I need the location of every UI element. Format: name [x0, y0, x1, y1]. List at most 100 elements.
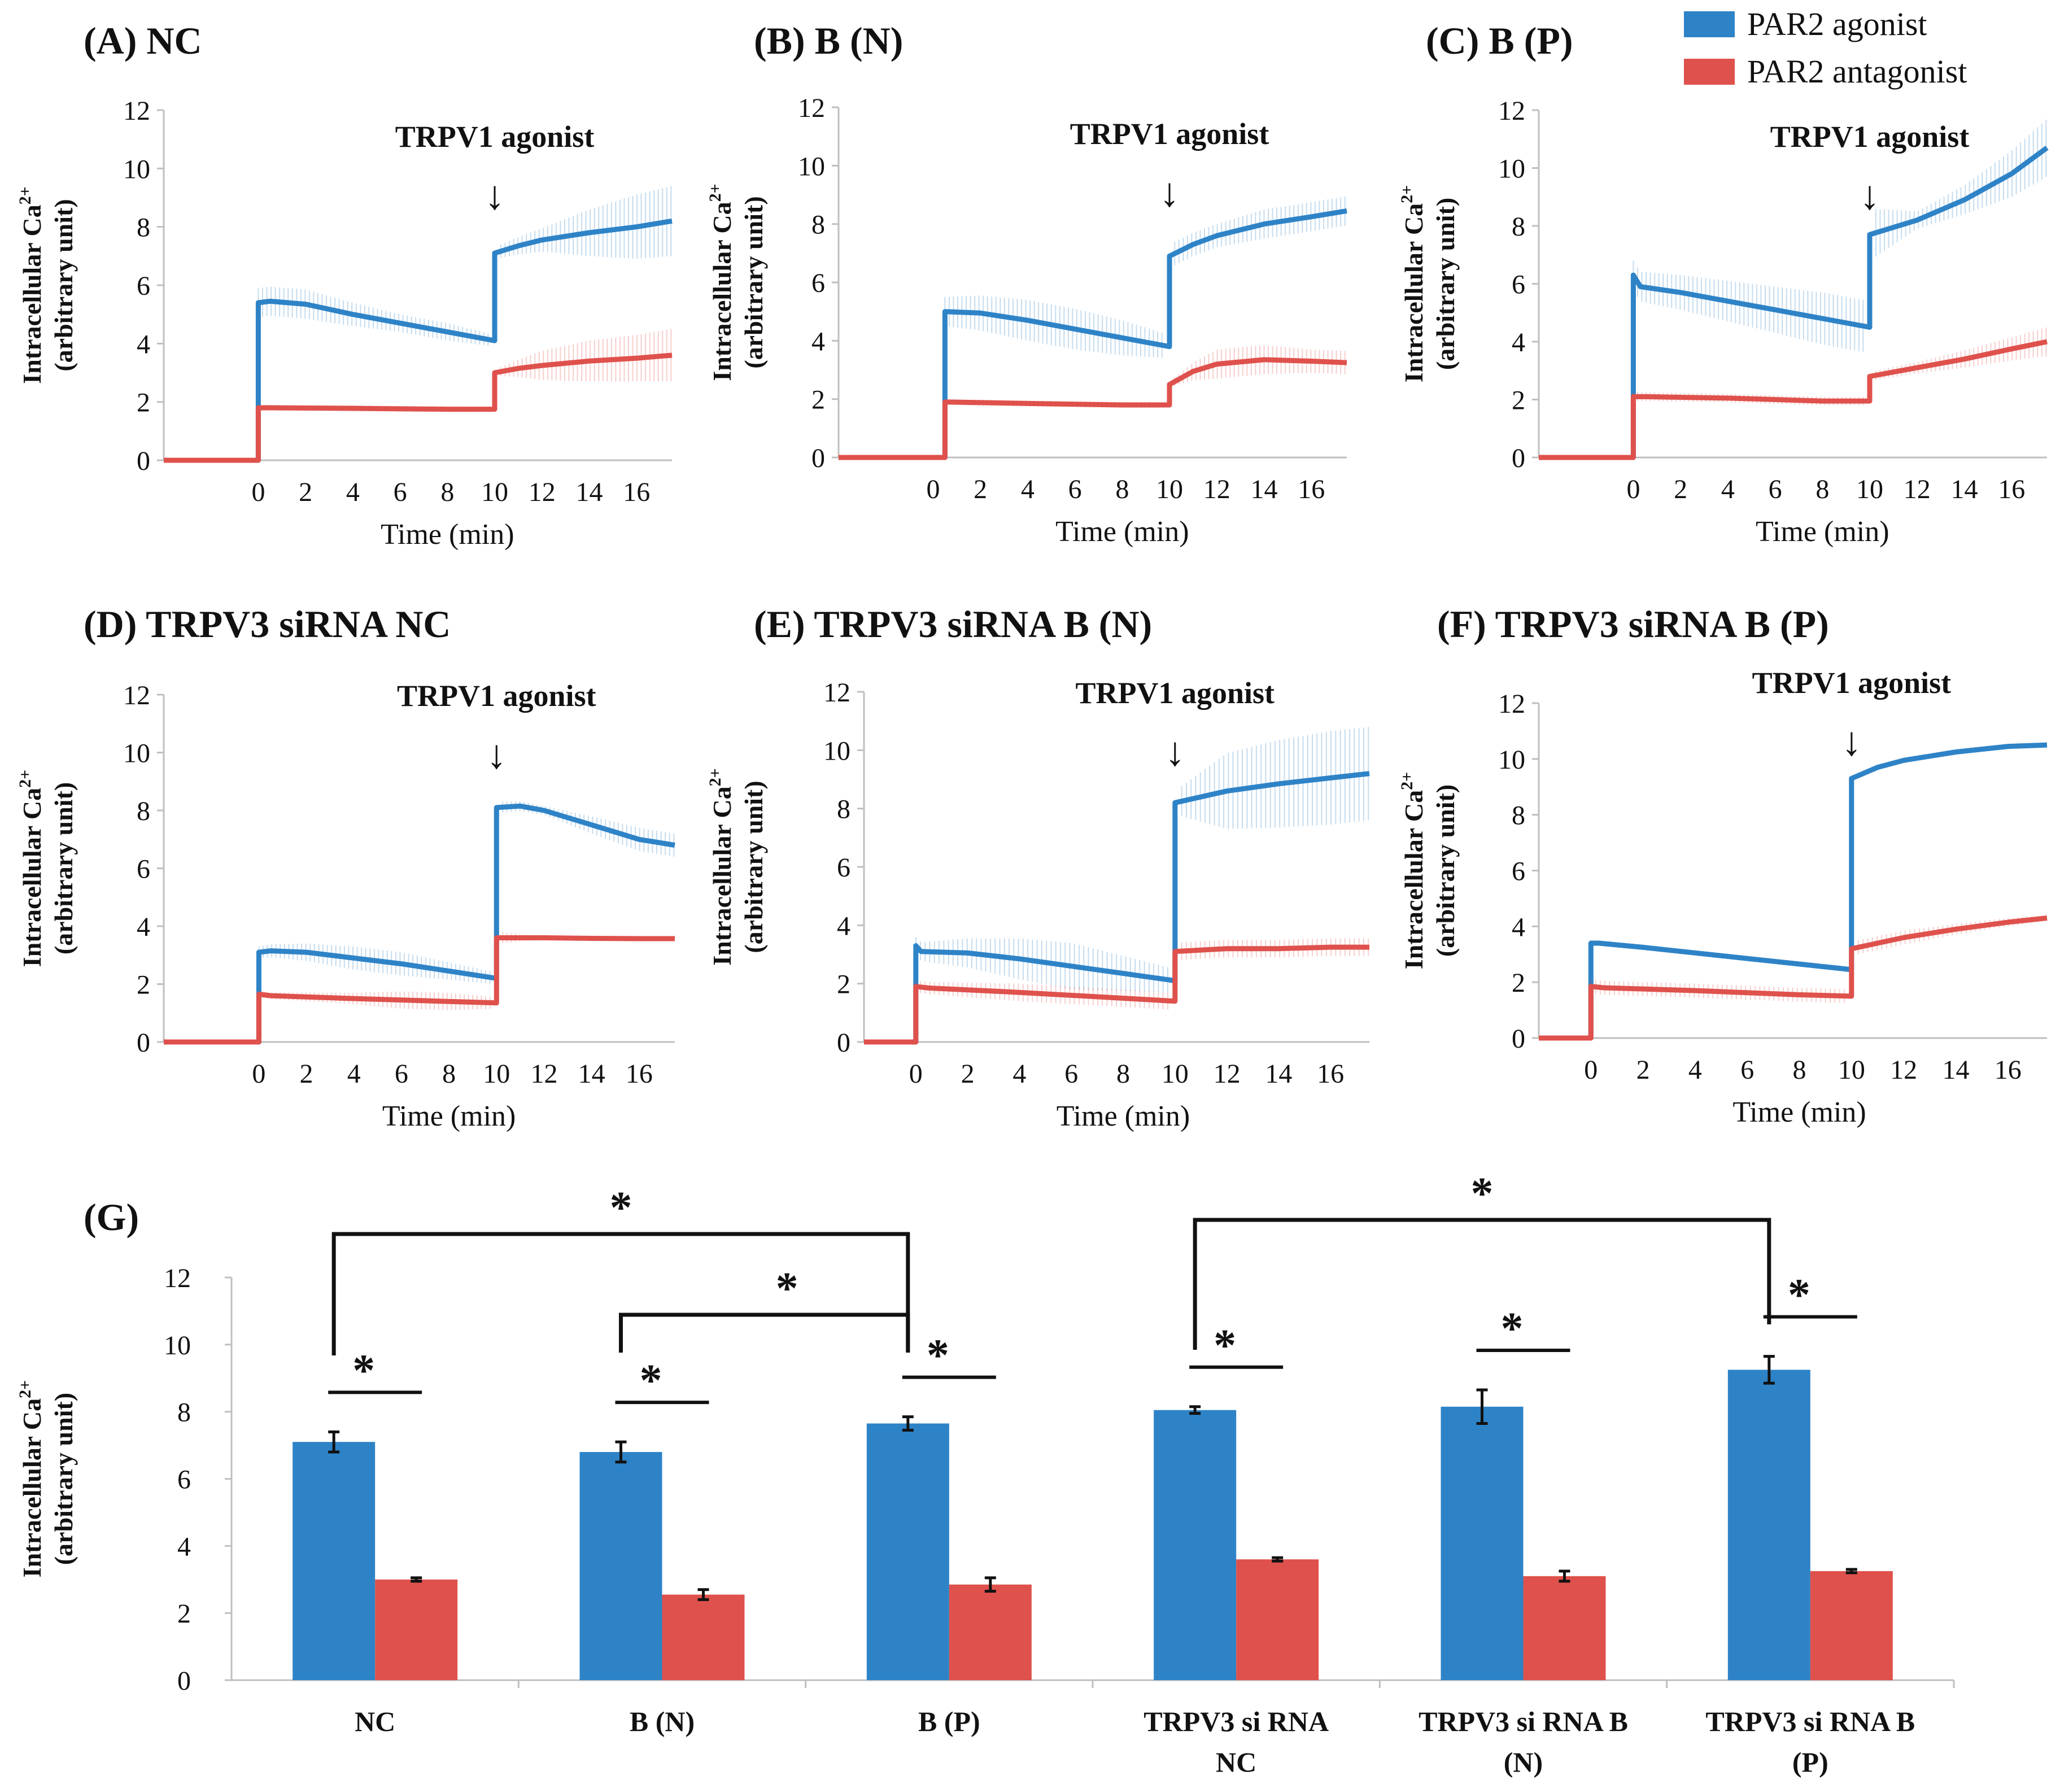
bar-antagonist — [1523, 1576, 1606, 1680]
y-tick-label: 10 — [1498, 154, 1525, 184]
y-axis-label-unit: (arbitrary unit) — [739, 781, 768, 953]
y-axis-label: Intracellular Ca2+ — [16, 1380, 46, 1577]
x-tick-label: 4 — [1721, 474, 1735, 504]
x-tick-label: 8 — [1815, 474, 1829, 504]
panel-title-A: (A) NC — [84, 19, 202, 62]
x-axis-label: Time (min) — [1055, 516, 1189, 548]
panel-B: (B) B (N) 0 2 4 6 8 10 12 0 2 4 6 8 10 12 14 16 Time (min… — [706, 19, 1347, 548]
y-tick-label: 12 — [164, 1263, 191, 1293]
y-tick-label: 2 — [811, 385, 825, 415]
y-axis-label: Intracellular Ca2+ — [706, 768, 736, 965]
bar-agonist — [1441, 1406, 1524, 1680]
x-tick-label: 10 — [1156, 474, 1183, 504]
y-axis-label: Intracellular Ca2+ — [1398, 185, 1428, 382]
y-tick-label: 8 — [137, 796, 150, 826]
category-label: TRPV3 si RNA — [1144, 1706, 1329, 1737]
legend-swatch-agonist — [1684, 11, 1735, 37]
x-tick-label: 8 — [442, 1059, 456, 1089]
error-band-antagonist — [258, 329, 672, 412]
x-tick-label: 16 — [1998, 474, 2025, 504]
error-band-agonist — [258, 186, 672, 346]
x-tick-label: 0 — [251, 477, 265, 507]
y-tick-label: 6 — [811, 268, 825, 298]
series-line-antagonist — [164, 935, 675, 1045]
bar-antagonist — [1236, 1559, 1319, 1680]
category-label: (N) — [1504, 1746, 1543, 1778]
y-tick-label: 2 — [837, 970, 850, 1000]
x-tick-label: 14 — [1950, 474, 1978, 504]
panel-E: (E) TRPV3 siRNA B (N) 0 2 4 6 8 10 12 0 2 4 6 8 10 12 1… — [706, 603, 1370, 1132]
x-tick-label: 8 — [1116, 1059, 1130, 1089]
x-tick-label: 6 — [395, 1059, 408, 1089]
bar-antagonist — [375, 1579, 458, 1680]
x-tick-label: 2 — [961, 1059, 975, 1089]
x-axis-label: Time (min) — [1732, 1096, 1866, 1128]
legend-label-agonist: PAR2 agonist — [1747, 6, 1927, 42]
x-axis-label: Time (min) — [381, 518, 514, 551]
y-tick-label: 6 — [1512, 270, 1525, 300]
significance-star: * — [1471, 1169, 1494, 1219]
y-axis-label-unit: (arbitrary unit) — [49, 199, 78, 371]
y-tick-label: 10 — [823, 736, 850, 766]
x-tick-label: 2 — [1636, 1055, 1650, 1085]
category-label: TRPV3 si RNA B — [1705, 1706, 1915, 1737]
y-tick-label: 8 — [811, 210, 825, 240]
panel-A: (A) NC 0 2 4 6 8 10 12 0 2 4 6 8 10 12 14 16 Time (min) In… — [16, 19, 673, 551]
y-axis-label: Intracellular Ca2+ — [16, 186, 46, 383]
significance-bracket — [331, 1232, 910, 1355]
y-axis-label-main: Intracellular Ca — [708, 786, 736, 965]
y-axis-label-sup: 2+ — [1398, 772, 1416, 790]
x-tick-label: 2 — [974, 474, 987, 504]
series-line-agonist — [1539, 742, 2048, 1041]
y-tick-label: 12 — [123, 96, 150, 126]
x-tick-label: 6 — [394, 477, 407, 507]
x-axis-label: Time (min) — [1756, 516, 1889, 548]
x-tick-label: 16 — [1317, 1059, 1344, 1089]
y-axis-label-unit: (arbitrary unit) — [49, 782, 78, 954]
x-tick-label: 14 — [575, 477, 603, 507]
series-line-antagonist — [839, 357, 1347, 460]
bar-antagonist — [1810, 1571, 1893, 1680]
y-tick-label: 8 — [137, 213, 150, 243]
series-line-agonist — [839, 208, 1347, 460]
y-tick-label: 6 — [137, 854, 150, 884]
y-tick-label: 0 — [837, 1028, 850, 1058]
y-axis-label-unit: (arbitrary unit) — [49, 1393, 78, 1565]
x-tick-label: 8 — [440, 477, 454, 507]
x-tick-label: 14 — [1942, 1055, 1969, 1085]
category-label: NC — [1216, 1746, 1256, 1778]
y-axis-label-unit: (arbitrary unit) — [739, 196, 768, 368]
panel-D: (D) TRPV3 siRNA NC 0 2 4 6 8 10 12 0 2 4 6 8 10 12 14 16… — [16, 603, 675, 1132]
y-tick-label: 2 — [1512, 968, 1525, 998]
significance-star: * — [640, 1356, 662, 1406]
trpv1-annotation: TRPV1 agonist — [395, 120, 595, 154]
y-axis-label-main: Intracellular Ca — [708, 202, 736, 381]
y-tick-label: 2 — [1512, 386, 1525, 416]
series-line-antagonist — [164, 352, 673, 463]
significance-star: * — [1501, 1304, 1524, 1354]
x-tick-label: 10 — [483, 1059, 510, 1089]
y-axis-label-sup: 2+ — [16, 770, 34, 788]
significance-bracket — [619, 1313, 910, 1353]
y-axis-label-unit: (arbitrary unit) — [1431, 198, 1460, 370]
x-tick-label: 0 — [1584, 1055, 1598, 1085]
y-axis-label-main: Intracellular Ca — [18, 1398, 46, 1577]
y-tick-label: 4 — [1512, 912, 1525, 942]
error-band-agonist — [1633, 119, 2047, 352]
x-tick-label: 12 — [1904, 474, 1931, 504]
significance-star: * — [1788, 1271, 1810, 1320]
y-tick-label: 0 — [1512, 1024, 1525, 1054]
series-line-antagonist — [1539, 339, 2048, 460]
x-tick-label: 4 — [346, 477, 360, 507]
error-band-antagonist — [1633, 327, 2047, 406]
bar-agonist — [293, 1442, 376, 1680]
y-tick-label: 8 — [177, 1398, 191, 1428]
trpv1-annotation: TRPV1 agonist — [1076, 676, 1275, 710]
y-tick-label: 2 — [137, 970, 150, 1000]
y-tick-label: 12 — [1498, 96, 1525, 126]
x-tick-label: 16 — [626, 1059, 653, 1089]
y-tick-label: 0 — [1512, 443, 1525, 473]
trpv1-arrow: ↓ — [1165, 729, 1185, 774]
panel-title-D: (D) TRPV3 siRNA NC — [84, 603, 451, 646]
